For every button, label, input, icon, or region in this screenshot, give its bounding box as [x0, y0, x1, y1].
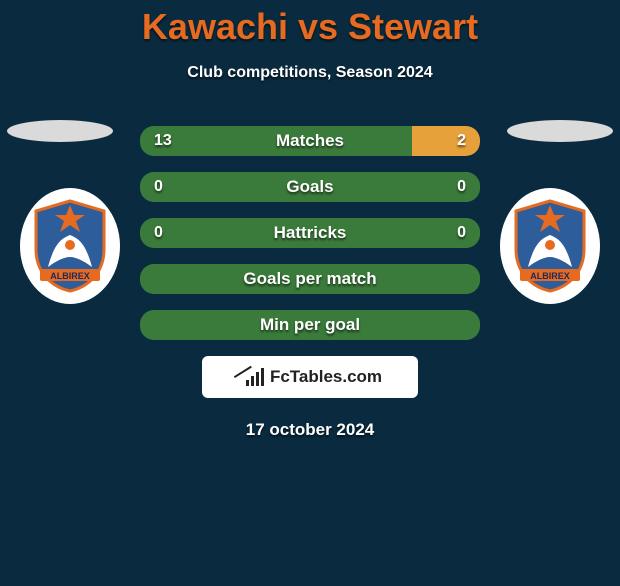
branding-text: FcTables.com: [270, 367, 382, 387]
stat-bar: 0 Goals 0: [140, 172, 480, 202]
stat-label: Goals per match: [243, 269, 376, 289]
comparison-content: ALBIREX ALBIREX 13 Matches 2 0 Goals 0: [0, 126, 620, 440]
shield-icon: ALBIREX: [510, 199, 590, 293]
stat-bars: 13 Matches 2 0 Goals 0 0 Hattricks 0 Goa…: [140, 126, 480, 340]
player-ellipse-left: [7, 120, 113, 142]
stat-label: Min per goal: [260, 315, 360, 335]
stat-bar: 13 Matches 2: [140, 126, 480, 156]
stat-bar: Goals per match: [140, 264, 480, 294]
team-crest-right: ALBIREX: [500, 188, 600, 304]
stat-value-left: 0: [154, 178, 163, 196]
stat-value-left: 13: [154, 132, 172, 150]
stat-value-right: 0: [457, 178, 466, 196]
page-subtitle: Club competitions, Season 2024: [0, 64, 620, 82]
team-crest-left: ALBIREX: [20, 188, 120, 304]
stat-label: Matches: [276, 131, 344, 151]
stat-bar: 0 Hattricks 0: [140, 218, 480, 248]
stat-value-right: 0: [457, 224, 466, 242]
shield-icon: ALBIREX: [30, 199, 110, 293]
stat-value-left: 0: [154, 224, 163, 242]
svg-text:ALBIREX: ALBIREX: [50, 271, 90, 281]
stat-label: Hattricks: [274, 223, 347, 243]
stat-value-right: 2: [457, 132, 466, 150]
stat-bar: Min per goal: [140, 310, 480, 340]
player-ellipse-right: [507, 120, 613, 142]
branding-box: FcTables.com: [202, 356, 418, 398]
svg-text:ALBIREX: ALBIREX: [530, 271, 570, 281]
stat-label: Goals: [286, 177, 333, 197]
date-label: 17 october 2024: [0, 420, 620, 440]
bar-chart-icon: [246, 368, 264, 386]
page-title: Kawachi vs Stewart: [0, 6, 620, 48]
